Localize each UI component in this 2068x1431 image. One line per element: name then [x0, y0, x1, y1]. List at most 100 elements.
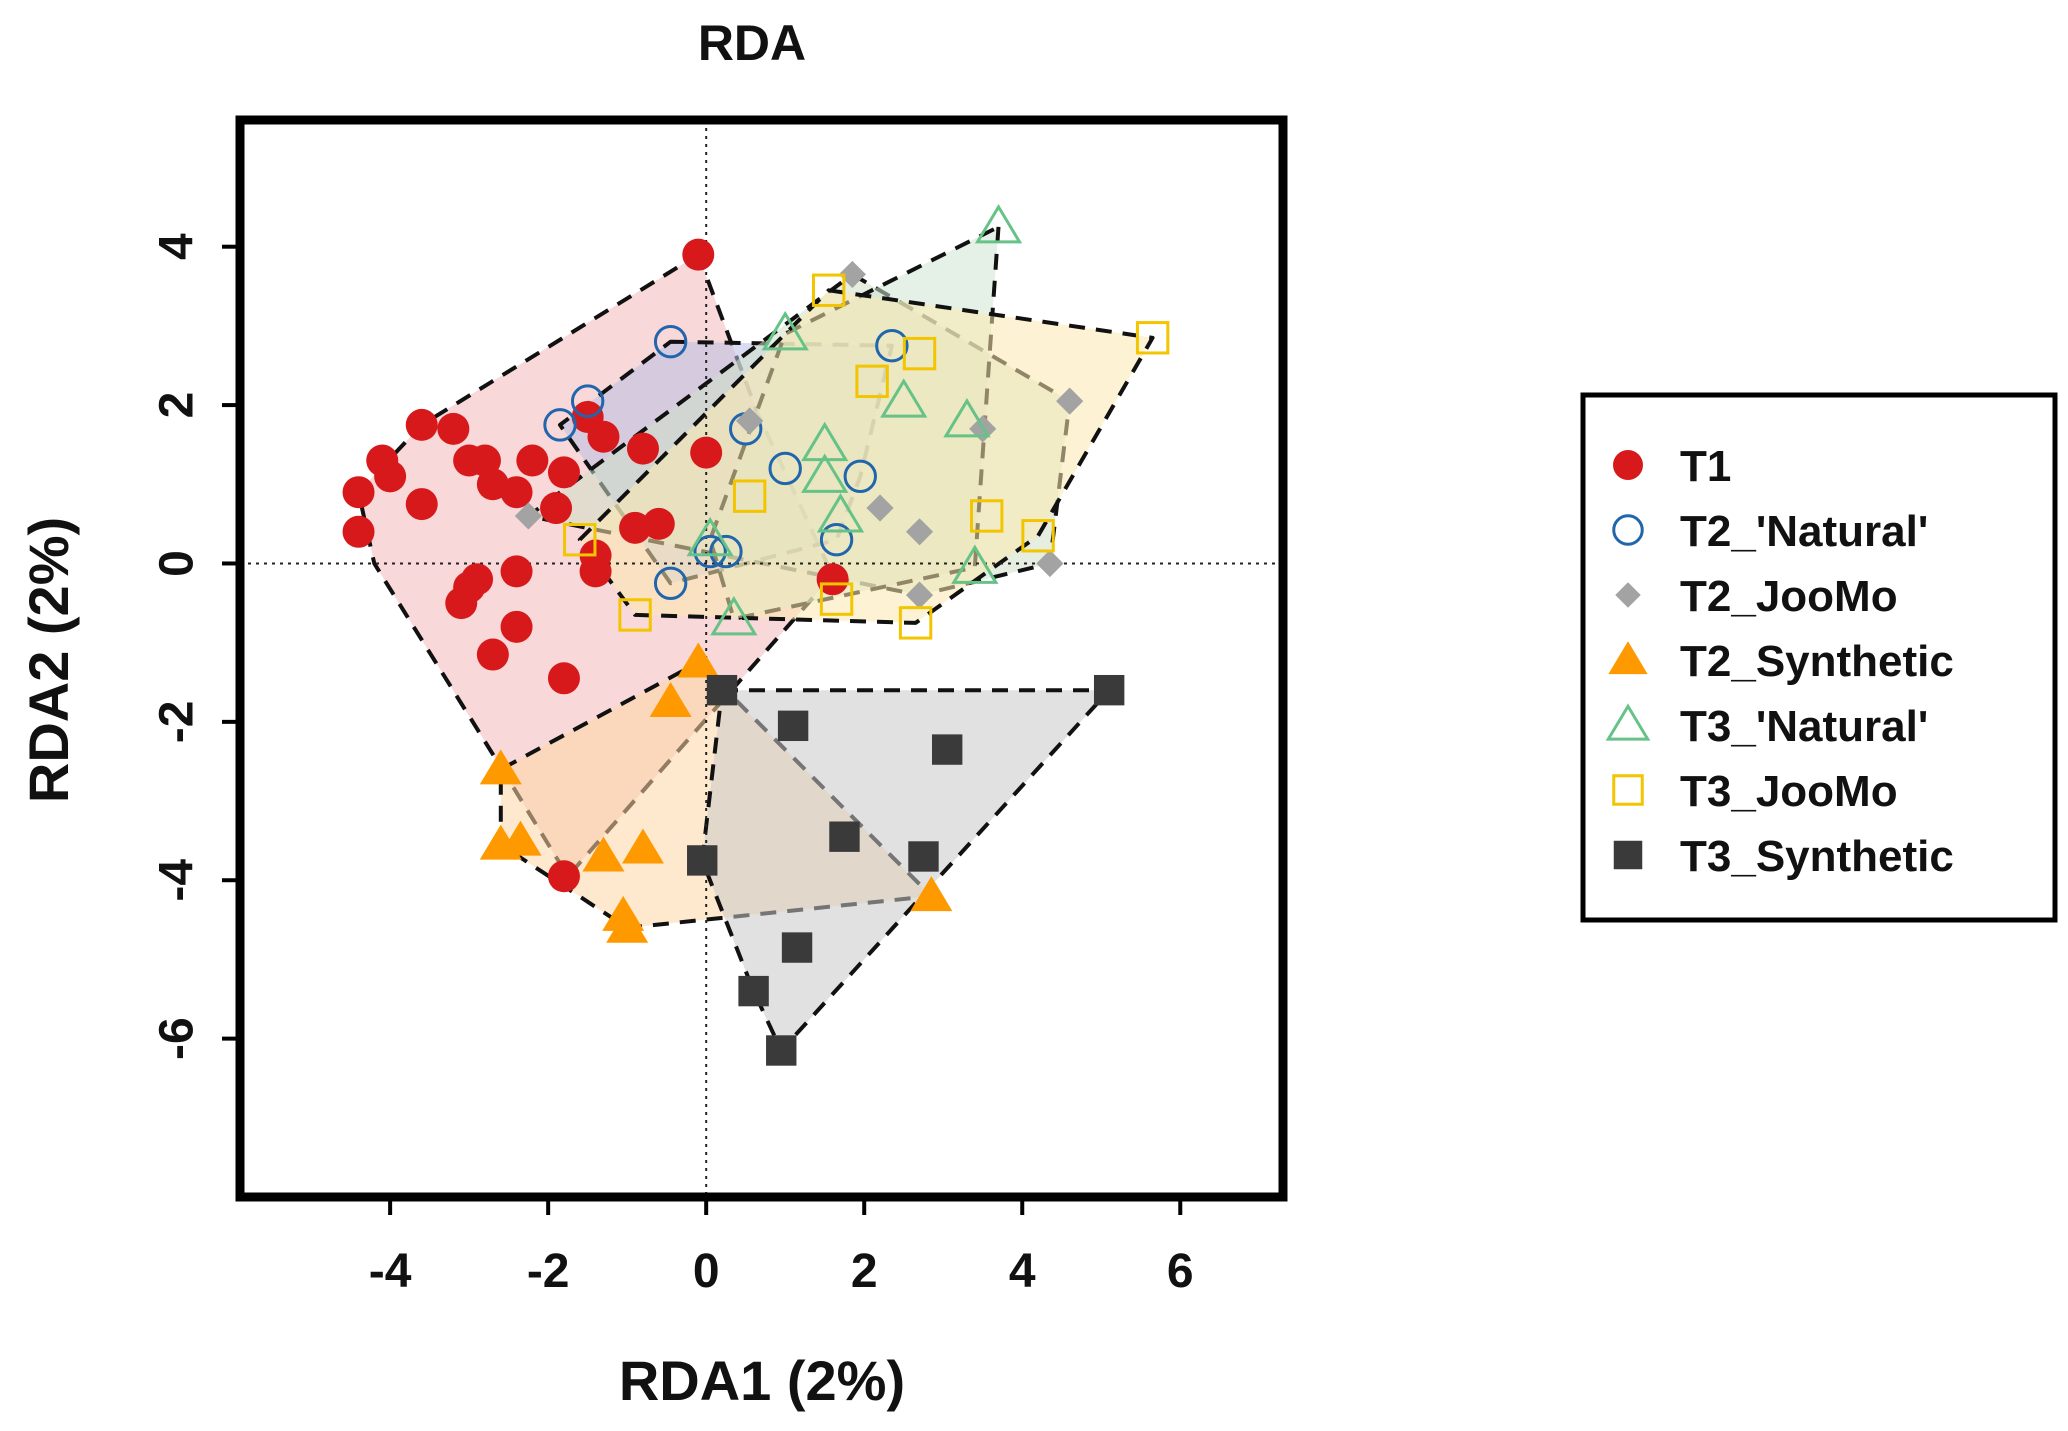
- point-t1: [342, 515, 375, 548]
- point-t3-joomo: [732, 479, 767, 513]
- legend-label-t1: T1: [1680, 442, 1731, 491]
- point-t3-natural: [761, 310, 809, 351]
- point-t1: [619, 511, 652, 544]
- series-t2-natural: [543, 325, 909, 600]
- point-t1: [547, 662, 580, 695]
- legend-label-t2-synthetic: T2_Synthetic: [1680, 637, 1954, 686]
- plot-frame: [235, 115, 1288, 1202]
- hull-layer: [356, 224, 1155, 1053]
- point-t1: [437, 412, 470, 445]
- point-t3-natural: [951, 544, 999, 584]
- point-t1: [476, 638, 509, 671]
- series-t2-synthetic: [479, 642, 953, 943]
- legend-entry-t3-natural: T3_'Natural': [1605, 702, 1928, 751]
- point-t2-synthetic: [479, 749, 522, 785]
- point-t3-natural: [686, 516, 734, 557]
- point-t3-natural: [880, 378, 928, 418]
- point-t3-synthetic: [829, 821, 860, 852]
- point-t1: [547, 456, 580, 489]
- legend-entry-t3-joomo: T3_JooMo: [1612, 767, 1898, 816]
- series-t3-synthetic: [687, 674, 1125, 1066]
- point-t2-synthetic: [606, 907, 649, 943]
- y-tick-label: -4: [151, 859, 204, 902]
- point-t3-joomo: [618, 598, 652, 632]
- point-t1: [516, 444, 549, 477]
- y-axis-label: RDA2 (2%): [17, 517, 80, 803]
- point-t3-synthetic: [738, 975, 769, 1007]
- y-axis-ticks: -6 -4 -2 0 2 4: [151, 233, 236, 1060]
- point-t3-natural: [710, 595, 758, 636]
- point-t2-natural: [570, 384, 605, 418]
- y-tick-label: 0: [151, 550, 204, 577]
- legend-marker-t2-synthetic: [1608, 641, 1648, 675]
- point-t1: [816, 563, 849, 596]
- legend-marker-t1: [1613, 450, 1643, 480]
- point-t3-natural: [801, 453, 849, 493]
- point-t3-joomo: [898, 606, 933, 640]
- reference-lines: [240, 120, 1283, 1197]
- point-t3-joomo: [969, 499, 1004, 533]
- y-tick-label: -6: [151, 1017, 204, 1060]
- legend-label-t3-natural: T3_'Natural': [1680, 702, 1928, 751]
- point-t1: [500, 555, 533, 588]
- point-t2-synthetic: [677, 642, 720, 678]
- point-t1: [540, 492, 573, 525]
- point-t2-natural: [768, 451, 802, 486]
- point-t2-joomo: [905, 518, 934, 546]
- point-t1: [500, 476, 533, 509]
- y-tick-label: -2: [151, 701, 204, 744]
- point-t2-natural: [653, 566, 688, 600]
- point-t3-synthetic: [766, 1035, 797, 1066]
- chart-title: RDA: [698, 15, 806, 71]
- point-t1: [374, 460, 407, 493]
- point-t2-synthetic: [621, 828, 664, 864]
- point-t2-natural: [653, 325, 688, 359]
- point-t3-joomo: [819, 582, 854, 616]
- point-t1: [547, 860, 580, 893]
- point-t2-joomo: [1056, 387, 1084, 415]
- point-t1: [642, 507, 675, 540]
- legend-entry-t1: T1: [1613, 442, 1731, 491]
- point-t3-natural: [816, 493, 865, 533]
- legend-entry-t2-synthetic: T2_Synthetic: [1608, 637, 1954, 686]
- x-tick-label: 2: [851, 1245, 878, 1298]
- point-t3-joomo: [1135, 321, 1170, 355]
- legend-marker-t3-natural: [1605, 703, 1651, 741]
- legend-entry-t2-joomo: T2_JooMo: [1615, 572, 1898, 621]
- legend-box: [1580, 392, 2058, 923]
- point-t3-synthetic: [908, 841, 939, 872]
- legend-entry-t2-natural: T2_'Natural': [1612, 507, 1928, 556]
- legend-marker-t3-joomo: [1612, 774, 1644, 806]
- point-t2-synthetic: [910, 876, 953, 912]
- point-t2-natural: [843, 459, 877, 494]
- point-t1: [405, 488, 438, 521]
- point-t2-synthetic: [499, 820, 542, 856]
- point-t2-joomo: [1036, 549, 1064, 578]
- point-t2-joomo: [514, 502, 543, 530]
- legend-items: T1 T2_'Natural' T2_JooMo T2_Synthetic T3_'Na…: [1605, 442, 1954, 881]
- point-t1: [445, 587, 478, 620]
- point-t3-natural: [943, 398, 991, 438]
- x-tick-label: 4: [1009, 1245, 1036, 1298]
- series-t1: [342, 238, 849, 893]
- point-t2-joomo: [736, 407, 764, 435]
- legend-marker-t2-natural: [1612, 514, 1644, 546]
- point-t2-joomo: [905, 581, 934, 609]
- plot-area: [240, 120, 1283, 1197]
- point-t1: [342, 476, 375, 509]
- x-axis-ticks: -4 -2 0 2 4 6: [369, 1201, 1194, 1298]
- y-tick-label: 4: [151, 233, 204, 260]
- x-tick-label: 6: [1167, 1245, 1194, 1298]
- point-t2-synthetic: [582, 836, 625, 872]
- point-t1: [579, 555, 612, 588]
- point-t2-natural: [693, 534, 727, 569]
- legend-entry-t3-synthetic: T3_Synthetic: [1613, 832, 1954, 881]
- legend-marker-t2-joomo: [1615, 582, 1641, 608]
- point-t3-natural: [974, 203, 1023, 244]
- point-t1: [682, 238, 715, 271]
- point-t2-joomo: [866, 494, 894, 522]
- y-tick-label: 2: [151, 392, 204, 419]
- point-t3-joomo: [1021, 519, 1055, 553]
- point-t3-joomo: [563, 523, 597, 557]
